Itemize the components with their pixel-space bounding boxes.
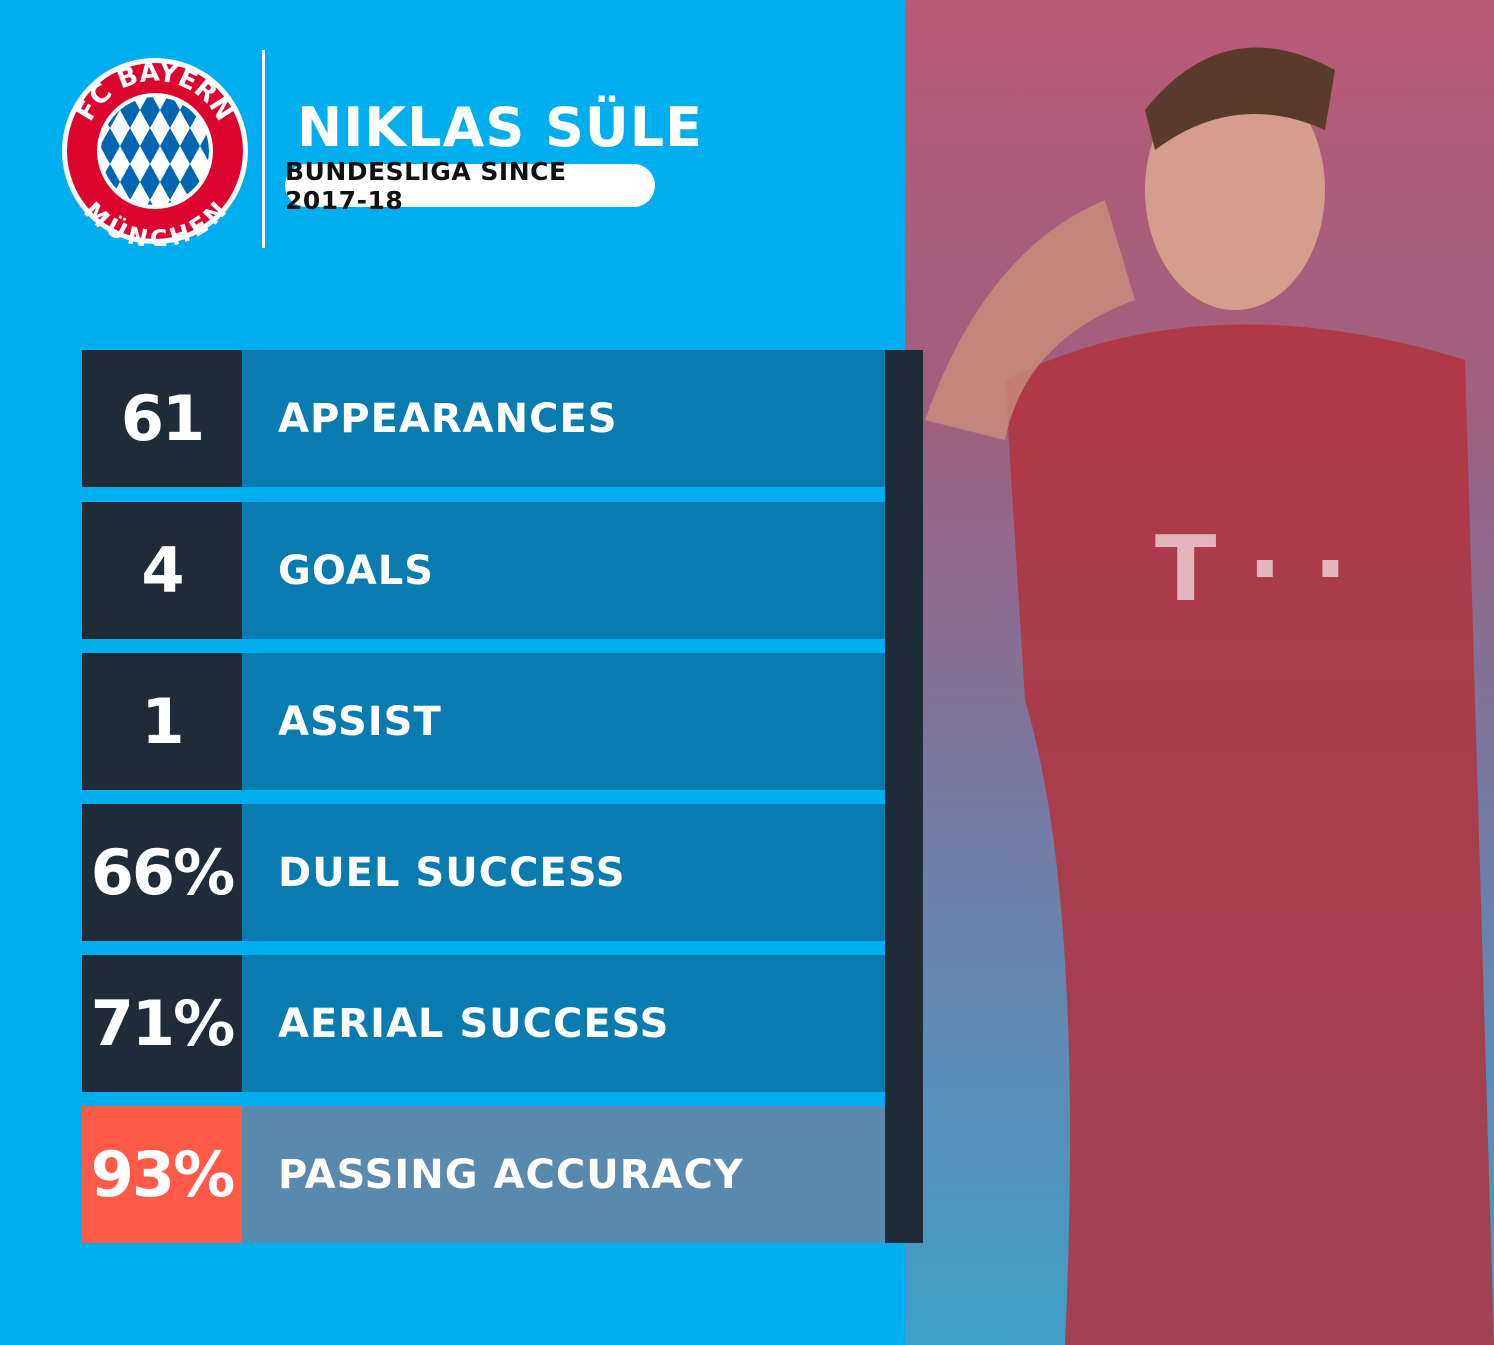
stat-row-duel-success: 66% DUEL SUCCESS [82, 804, 885, 941]
stat-value: 93% [82, 1106, 242, 1243]
stat-row-aerial-success: 71% AERIAL SUCCESS [82, 955, 885, 1092]
stat-row-appearances: 61 APPEARANCES [82, 350, 885, 487]
subtitle-badge: BUNDESLIGA SINCE 2017-18 [285, 157, 655, 215]
stat-row-assist: 1 ASSIST [82, 653, 885, 790]
player-photo: T · · [905, 0, 1494, 1345]
fc-bayern-crest-logo: FC BAYERN MÜNCHEN [62, 57, 248, 246]
stat-row-goals: 4 GOALS [82, 502, 885, 639]
stat-label: GOALS [242, 502, 885, 639]
header-divider [262, 50, 265, 248]
stat-label: APPEARANCES [242, 350, 885, 487]
stat-value: 66% [82, 804, 242, 941]
stats-side-bar [885, 350, 923, 1243]
stat-value: 4 [82, 502, 242, 639]
stat-label: AERIAL SUCCESS [242, 955, 885, 1092]
stat-row-passing-accuracy: 93% PASSING ACCURACY [82, 1106, 885, 1243]
stat-value: 1 [82, 653, 242, 790]
stat-label: ASSIST [242, 653, 885, 790]
stat-label: PASSING ACCURACY [242, 1106, 885, 1243]
svg-text:T · ·: T · · [1155, 517, 1347, 622]
stat-value: 71% [82, 955, 242, 1092]
stat-label: DUEL SUCCESS [242, 804, 885, 941]
player-name: NIKLAS SÜLE [297, 96, 704, 159]
stat-value: 61 [82, 350, 242, 487]
